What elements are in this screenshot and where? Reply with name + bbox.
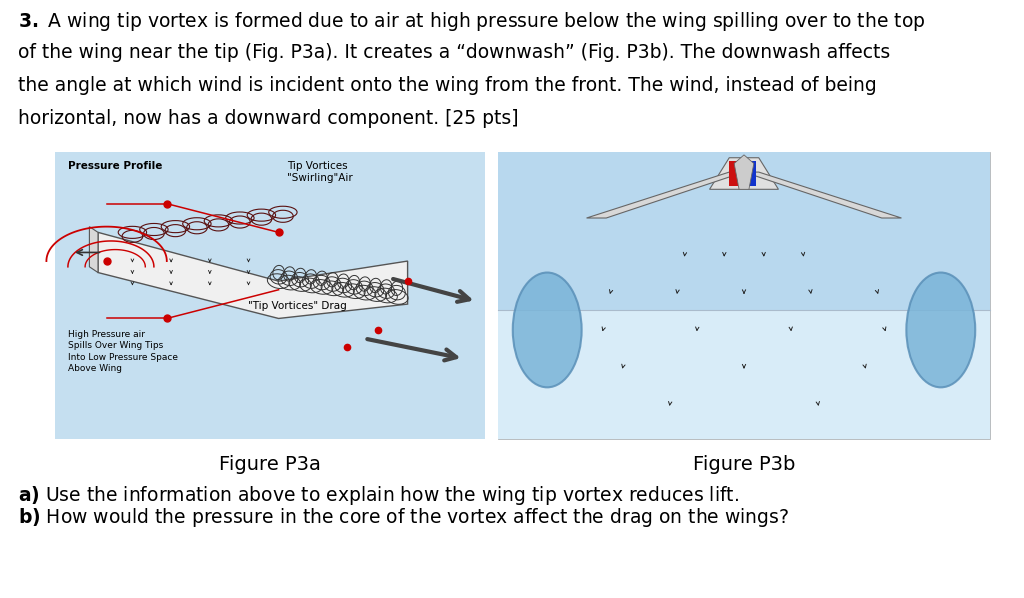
Bar [55,152,485,439]
Text: $\bf{b)}$ How would the pressure in the core of the vortex affect the drag on th: $\bf{b)}$ How would the pressure in the … [18,506,790,529]
Polygon shape [89,227,98,273]
Ellipse shape [513,273,582,388]
Text: the angle at which wind is incident onto the wing from the front. The wind, inst: the angle at which wind is incident onto… [18,76,877,95]
Text: Figure P3a: Figure P3a [219,455,321,474]
Text: Figure P3b: Figure P3b [693,455,796,474]
Text: horizontal, now has a downward component. [25 pts]: horizontal, now has a downward component… [18,109,518,128]
Text: "Tip Vortices" Drag: "Tip Vortices" Drag [249,301,347,311]
Polygon shape [738,161,746,187]
Text: $\bf{3.}$ A wing tip vortex is formed due to air at high pressure below the wing: $\bf{3.}$ A wing tip vortex is formed du… [18,10,926,33]
Polygon shape [98,233,408,319]
Text: of the wing near the tip (Fig. P3a). It creates a “downwash” (Fig. P3b). The dow: of the wing near the tip (Fig. P3a). It … [18,43,890,62]
Ellipse shape [906,273,975,388]
Polygon shape [734,155,754,190]
Polygon shape [744,172,901,218]
Polygon shape [587,172,744,218]
Polygon shape [729,161,738,187]
Text: High Pressure air
Spills Over Wing Tips
Into Low Pressure Space
Above Wing: High Pressure air Spills Over Wing Tips … [68,330,178,373]
Text: Pressure Profile: Pressure Profile [68,161,162,170]
Bar [498,152,990,310]
Bar [498,152,990,439]
Polygon shape [710,158,778,190]
Text: Tip Vortices
"Swirling"Air: Tip Vortices "Swirling"Air [287,161,353,183]
Bar [498,310,990,439]
Text: $\bf{a)}$ Use the information above to explain how the wing tip vortex reduces l: $\bf{a)}$ Use the information above to e… [18,484,739,507]
Polygon shape [746,161,756,187]
